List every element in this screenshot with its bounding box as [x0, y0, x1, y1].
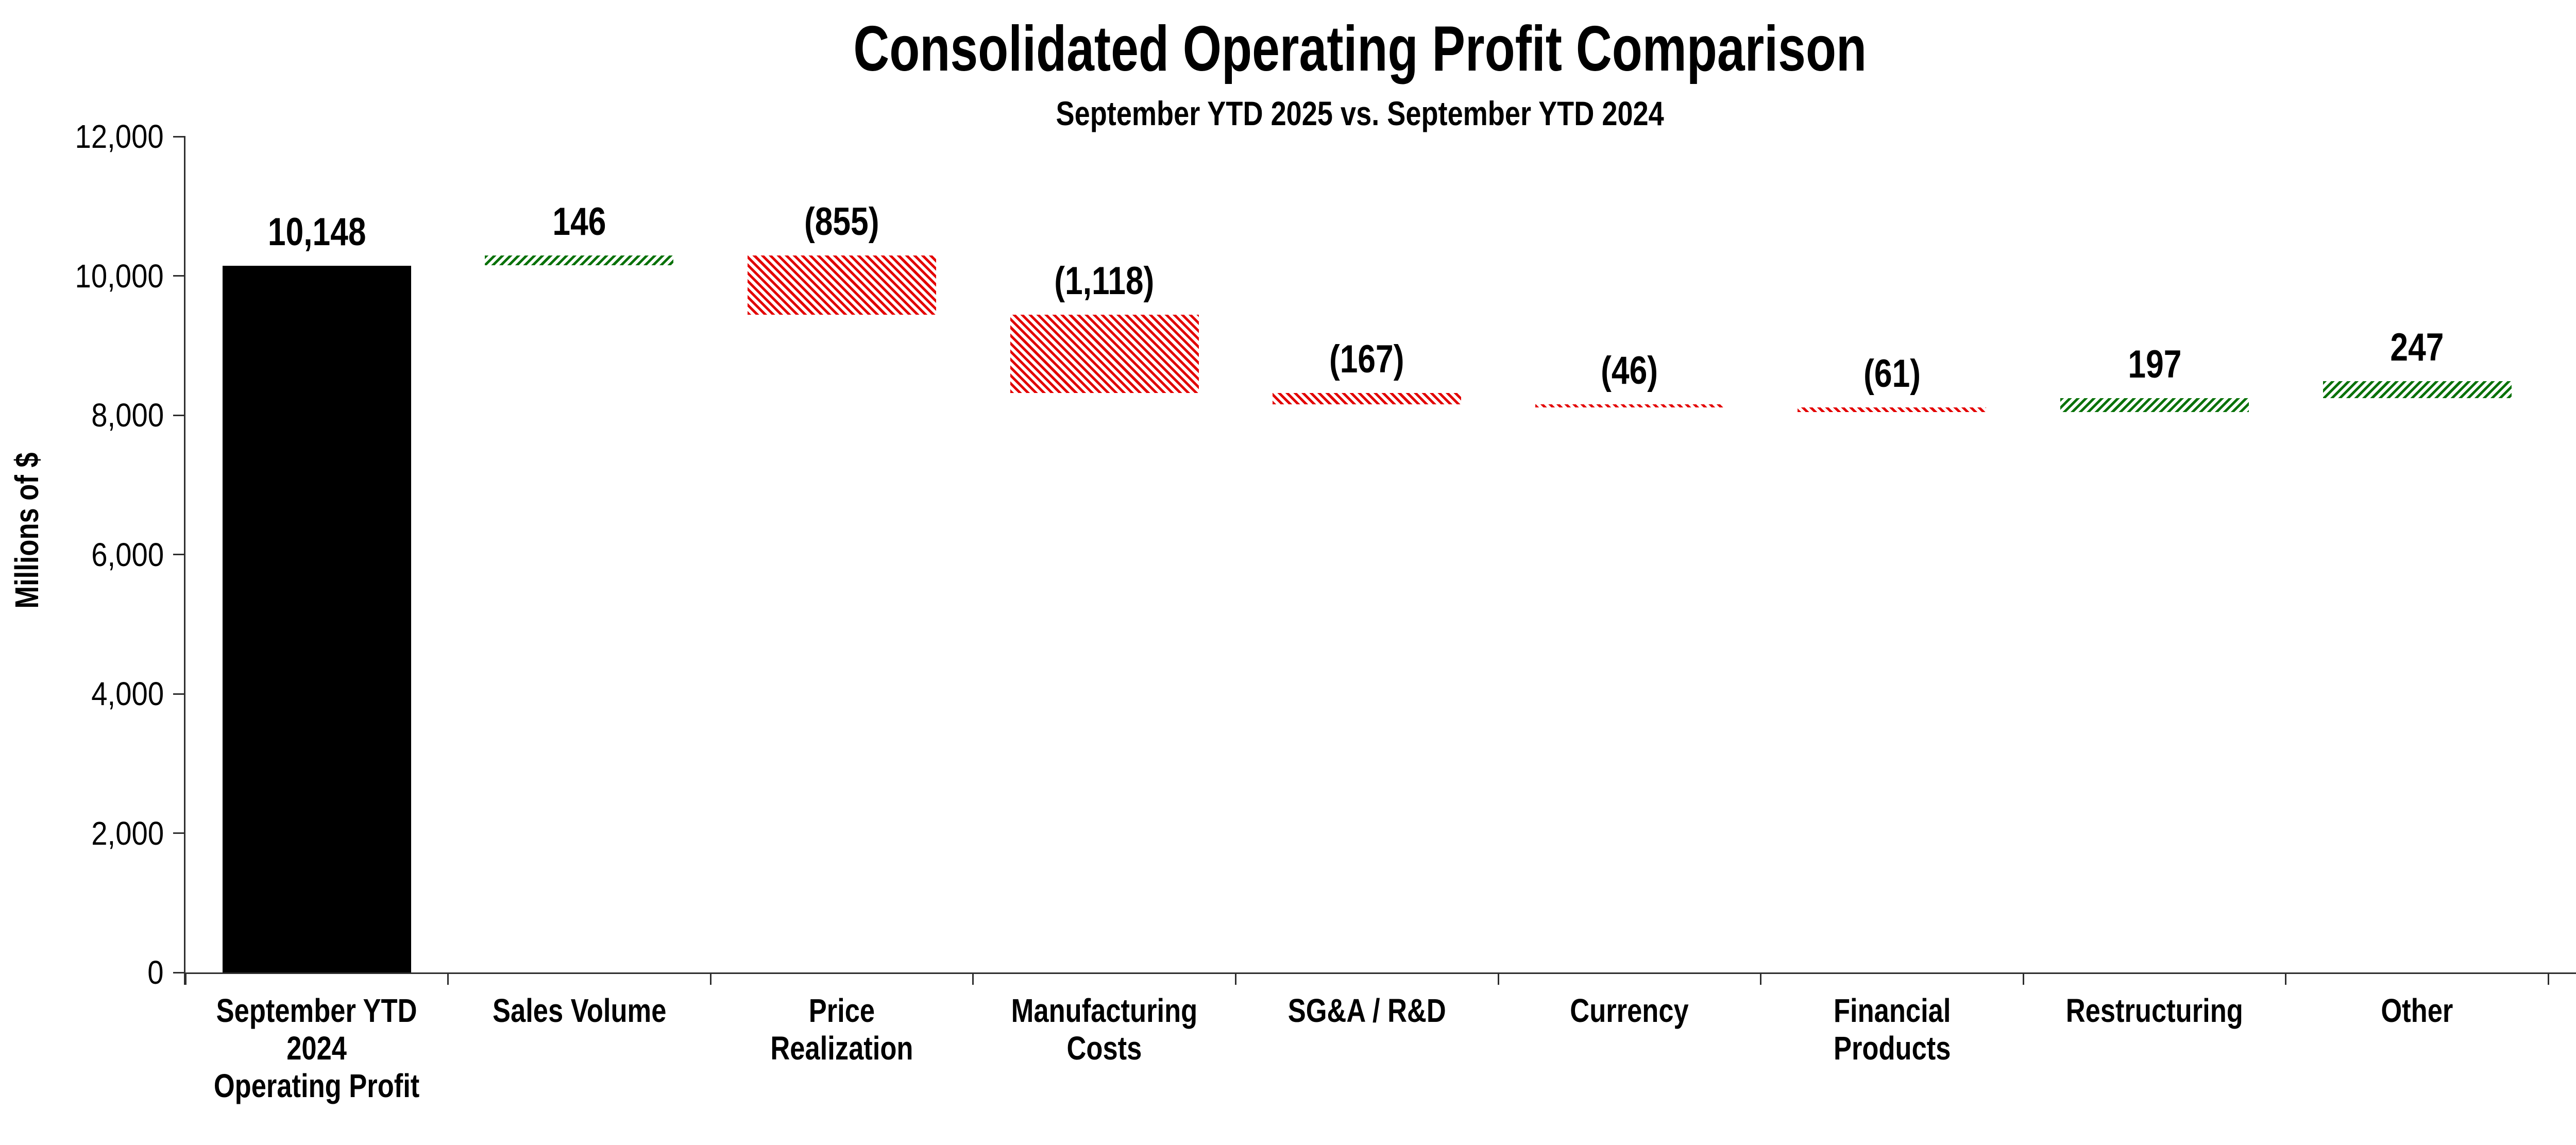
x-tick: [709, 972, 711, 985]
y-tick: [173, 832, 185, 834]
y-tick-label-text: 6,000: [91, 536, 164, 573]
category-label: SG&A / R&D: [1235, 992, 1498, 1030]
chart-subtitle: September YTD 2025 vs. September YTD 202…: [0, 94, 2576, 132]
waterfall-bar-decrease: [1798, 407, 1987, 412]
y-tick: [173, 414, 185, 416]
x-tick: [2022, 972, 2024, 985]
y-tick: [173, 275, 185, 277]
category-label-text: Restructuring: [2065, 992, 2244, 1029]
x-tick: [1234, 972, 1236, 985]
category-label: September YTD 2025 Operating Profit: [2548, 992, 2576, 1105]
y-tick-label-text: 0: [147, 954, 164, 991]
category-label: Manufacturing Costs: [973, 992, 1236, 1067]
x-tick: [447, 972, 449, 985]
category-label-text: Other: [2381, 992, 2453, 1029]
bar-value-label-text: (1,118): [1054, 259, 1155, 303]
y-tick-label: 8,000: [0, 397, 164, 434]
y-axis-line: [184, 136, 185, 985]
bar-value-label: 8,491: [2499, 328, 2576, 368]
y-tick: [173, 554, 185, 555]
category-label: September YTD 2024 Operating Profit: [185, 992, 448, 1105]
waterfall-bar-decrease: [748, 255, 936, 315]
y-tick-label: 4,000: [0, 675, 164, 712]
chart-subtitle-text: September YTD 2025 vs. September YTD 202…: [1056, 94, 1665, 132]
category-label-text: Manufacturing Costs: [1011, 992, 1198, 1067]
y-tick-label-text: 2,000: [91, 814, 164, 852]
category-label-text: SG&A / R&D: [1287, 992, 1446, 1029]
x-tick: [1760, 972, 1762, 985]
y-tick-label-text: 4,000: [91, 675, 164, 712]
bar-value-label-text: 10,148: [267, 210, 366, 254]
chart-title-text: Consolidated Operating Profit Comparison: [853, 13, 1867, 84]
category-label-text: September YTD 2024 Operating Profit: [214, 992, 420, 1104]
bar-value-label: (61): [1711, 354, 2072, 394]
y-tick: [173, 693, 185, 695]
y-axis-title: Millions of $: [8, 435, 46, 626]
category-label-text: Currency: [1570, 992, 1689, 1029]
y-tick-label-text: 8,000: [91, 397, 164, 434]
category-label: Currency: [1498, 992, 1761, 1030]
y-tick-label: 2,000: [0, 815, 164, 852]
bar-value-label-text: 146: [552, 199, 606, 244]
category-label: Restructuring: [2023, 992, 2286, 1030]
category-label-text: Financial Products: [1833, 992, 1951, 1067]
bar-value-label-text: (167): [1329, 337, 1404, 381]
category-label: Price Realization: [710, 992, 973, 1067]
x-tick: [972, 972, 974, 985]
bar-value-label: 247: [2237, 325, 2576, 369]
chart-title: Consolidated Operating Profit Comparison: [0, 14, 2576, 83]
bar-value-label-text: 197: [2128, 343, 2181, 386]
y-tick-label: 0: [0, 954, 164, 991]
bar-value-label-text: (46): [1601, 349, 1658, 393]
y-axis-title-text: Millions of $: [8, 452, 45, 609]
bar-value-label-text: 247: [2390, 325, 2444, 369]
x-tick: [2547, 972, 2549, 985]
x-tick: [1497, 972, 1499, 985]
bar-value-label: 146: [399, 199, 759, 244]
y-tick-label: 10,000: [0, 258, 164, 295]
bar-value-label: 197: [1974, 345, 2335, 385]
y-tick: [173, 971, 185, 973]
category-label: Sales Volume: [448, 992, 711, 1030]
category-label: Other: [2286, 992, 2549, 1030]
y-tick-label: 6,000: [0, 536, 164, 573]
x-axis-line: [184, 972, 2576, 974]
waterfall-bar-total: [222, 265, 411, 972]
category-label-text: Price Realization: [770, 992, 913, 1067]
waterfall-bar-increase: [485, 255, 674, 266]
y-tick-label-text: 12,000: [75, 118, 164, 155]
waterfall-bar-decrease: [1273, 392, 1462, 405]
y-tick-label-text: 10,000: [75, 257, 164, 295]
bar-value-label: 10,148: [137, 212, 497, 252]
waterfall-bar-increase: [2323, 381, 2512, 398]
y-tick-label: 12,000: [0, 118, 164, 155]
category-label: Financial Products: [1761, 992, 2024, 1067]
bar-value-label: (46): [1449, 351, 1810, 391]
bar-value-label: (1,118): [924, 261, 1285, 301]
waterfall-bar-decrease: [1535, 404, 1724, 408]
bar-value-label-text: (61): [1863, 352, 1921, 396]
x-tick: [2285, 972, 2287, 985]
category-label-text: Sales Volume: [492, 992, 667, 1029]
bar-value-label: (167): [1187, 339, 1547, 380]
waterfall-bar-decrease: [1010, 315, 1199, 393]
bar-value-label-text: (855): [804, 199, 879, 244]
x-tick: [184, 972, 187, 985]
waterfall-bar-increase: [2060, 398, 2249, 412]
bar-value-label: (855): [662, 199, 1022, 244]
y-tick: [173, 135, 185, 138]
